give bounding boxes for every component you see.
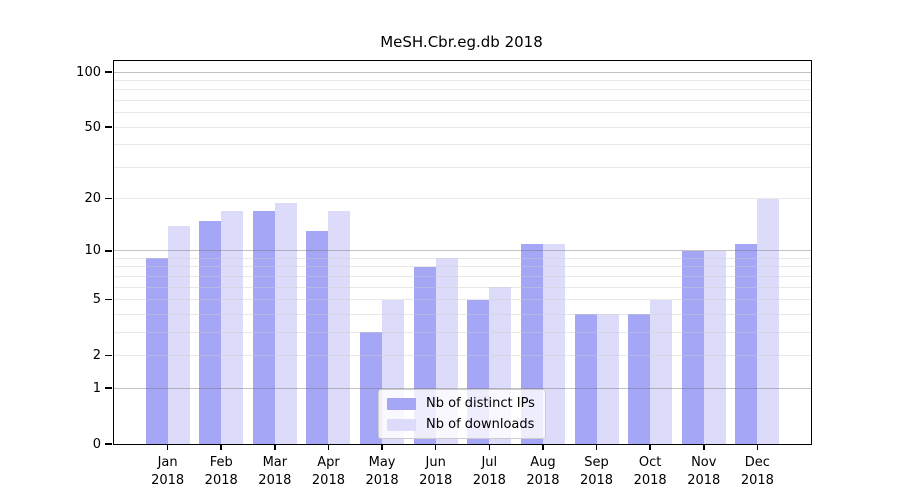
x-tick-mark-may: [381, 444, 383, 450]
x-tick-mark-oct: [649, 444, 651, 450]
bar-sep-downloads: [596, 314, 619, 444]
legend-item-downloads: Nb of downloads: [387, 417, 535, 432]
bar-nov-distinct-ips: [681, 250, 704, 444]
gridline-10: [114, 250, 811, 252]
x-tick-mark-jun: [434, 444, 437, 450]
x-tick-label-mar: Mar 2018: [258, 455, 292, 488]
x-tick-label-feb: Feb 2018: [204, 455, 238, 488]
x-tick-mark-jul: [488, 444, 491, 450]
x-tick-label-may: May 2018: [365, 455, 399, 488]
x-tick-mark-aug: [542, 444, 544, 450]
y-tick-label-1: 1: [92, 380, 101, 396]
y-tick-label-100: 100: [76, 64, 101, 80]
gridline-30: [114, 166, 811, 168]
x-tick-label-apr: Apr 2018: [311, 455, 345, 488]
y-tick-mark-100: [105, 71, 112, 73]
gridline-50: [114, 126, 811, 128]
bar-apr-downloads: [328, 211, 351, 444]
gridline-60: [114, 112, 811, 114]
bar-apr-distinct-ips: [306, 231, 329, 444]
x-tick-mark-dec: [756, 444, 759, 450]
x-tick-label-jul: Jul 2018: [472, 455, 506, 488]
gridline-70: [114, 100, 811, 102]
bar-nov-downloads: [703, 250, 726, 444]
legend: Nb of distinct IPs Nb of downloads: [378, 389, 546, 439]
y-tick-label-50: 50: [84, 119, 101, 135]
x-tick-mark-feb: [220, 444, 222, 450]
legend-item-distinct-ips: Nb of distinct IPs: [387, 396, 535, 411]
x-tick-label-aug: Aug 2018: [526, 455, 560, 488]
x-tick-label-nov: Nov 2018: [687, 455, 721, 488]
y-tick-mark-50: [105, 126, 112, 128]
x-tick-mark-apr: [327, 444, 330, 450]
y-tick-label-0: 0: [92, 436, 101, 452]
gridline-5: [114, 299, 811, 301]
bar-jan-distinct-ips: [145, 258, 168, 444]
y-tick-label-10: 10: [84, 243, 101, 259]
x-tick-label-dec: Dec 2018: [740, 455, 774, 488]
y-tick-mark-2: [105, 354, 112, 357]
bar-feb-distinct-ips: [199, 220, 222, 444]
gridline-4: [114, 313, 811, 315]
legend-label-distinct-ips: Nb of distinct IPs: [426, 396, 535, 411]
gridline-80: [114, 89, 811, 91]
bar-jan-downloads: [167, 225, 190, 444]
x-tick-label-jan: Jan 2018: [151, 455, 185, 488]
x-tick-mark-sep: [595, 444, 598, 450]
x-tick-mark-jan: [166, 444, 169, 450]
legend-swatch-distinct-ips-icon: [387, 397, 416, 410]
x-tick-mark-nov: [703, 444, 705, 450]
bars-layer: [114, 61, 811, 444]
y-tick-label-20: 20: [84, 191, 101, 207]
bar-mar-downloads: [274, 202, 297, 444]
y-tick-mark-20: [105, 197, 112, 200]
y-tick-mark-1: [105, 387, 112, 389]
bar-oct-distinct-ips: [628, 314, 651, 444]
bar-oct-downloads: [650, 299, 673, 444]
plot-area: Nb of distinct IPs Nb of downloads 0 1 2 5 1…: [76, 60, 812, 488]
gridline-100: [114, 71, 811, 73]
bar-sep-distinct-ips: [574, 314, 597, 444]
bar-mar-distinct-ips: [252, 211, 275, 444]
y-tick-mark-10: [105, 250, 112, 252]
y-tick-mark-5: [105, 298, 112, 301]
grid-layer: [114, 61, 811, 444]
x-tick-label-sep: Sep 2018: [579, 455, 614, 488]
x-tick-label-jun: Jun 2018: [419, 455, 453, 488]
chart-title: MeSH.Cbr.eg.db 2018: [380, 33, 543, 51]
gridline-6: [114, 286, 811, 288]
gridline-40: [114, 144, 811, 146]
y-tick-label-5: 5: [92, 292, 101, 308]
gridline-3: [114, 331, 811, 333]
x-tick-mark-mar: [274, 444, 276, 450]
bar-dec-distinct-ips: [735, 243, 758, 444]
y-tick-label-2: 2: [92, 347, 101, 363]
legend-swatch-downloads-icon: [387, 418, 416, 431]
legend-label-downloads: Nb of downloads: [426, 417, 535, 432]
bar-dec-downloads: [757, 198, 780, 444]
gridline-8: [114, 266, 811, 268]
gridline-90: [114, 80, 811, 82]
bar-feb-downloads: [221, 211, 244, 444]
bar-aug-downloads: [542, 243, 565, 444]
y-tick-mark-0: [105, 443, 112, 445]
gridline-20: [114, 198, 811, 200]
gridline-7: [114, 275, 811, 277]
x-tick-label-oct: Oct 2018: [633, 455, 667, 488]
gridline-9: [114, 257, 811, 259]
gridline-2: [114, 354, 811, 356]
